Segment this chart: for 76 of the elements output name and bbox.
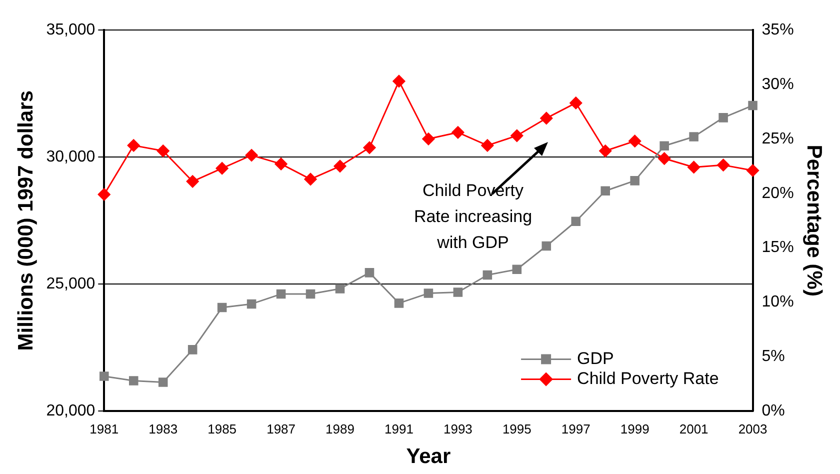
point: [628, 134, 642, 148]
point: [571, 216, 581, 226]
point: [718, 113, 728, 122]
x-axis-title: Year: [406, 445, 451, 468]
x-tick-label: 1997: [561, 422, 590, 437]
point: [276, 289, 286, 299]
point: [660, 141, 669, 151]
point: [746, 164, 760, 177]
x-tick-label: 1999: [620, 422, 650, 437]
x-tick-label: 1989: [326, 422, 354, 437]
point: [542, 241, 552, 251]
x-tick-label: 1995: [502, 422, 532, 437]
point: [717, 158, 730, 172]
point: [510, 129, 524, 142]
annotation: Child Poverty Rate increasing with GDP: [412, 180, 534, 254]
x-tick-label: 1987: [266, 422, 296, 437]
x-tick-label: 2001: [679, 422, 708, 437]
point: [188, 345, 198, 354]
point: [128, 376, 138, 386]
y-tick-label: 35,000: [46, 21, 96, 38]
y2-tick-label: 20%: [762, 184, 794, 202]
y-tick-label: 25,000: [46, 276, 96, 293]
point: [246, 299, 256, 309]
y2-tick-label: 0%: [762, 402, 785, 420]
y-axis-title: Millions (000) 1997 dollars: [14, 90, 38, 351]
y-tick-label: 30,000: [46, 148, 96, 166]
point: [748, 100, 758, 110]
point: [335, 284, 345, 294]
point: [482, 270, 492, 280]
point: [453, 288, 463, 297]
point: [245, 149, 258, 162]
point: [599, 144, 612, 158]
y2-axis-title: Percentage (%): [802, 144, 826, 296]
y2-tick-label: 25%: [762, 130, 794, 148]
point: [481, 139, 494, 152]
x-tick-label: 1993: [443, 422, 472, 437]
point: [304, 172, 317, 186]
point: [100, 372, 109, 381]
point: [394, 298, 404, 308]
point: [186, 175, 199, 188]
point: [334, 160, 346, 172]
point: [127, 139, 140, 152]
y-tick-label: 20,000: [46, 402, 96, 420]
point: [630, 176, 640, 186]
point: [392, 74, 406, 88]
legend-label: Child Poverty Rate: [577, 368, 719, 388]
y2-tick-label: 10%: [762, 294, 794, 311]
x-tick-label: 1983: [148, 422, 178, 437]
point: [158, 378, 168, 387]
x-tick-label: 1991: [384, 422, 414, 437]
x-tick-label: 1981: [90, 422, 119, 437]
point: [422, 132, 435, 146]
point: [216, 162, 228, 175]
point: [688, 160, 700, 174]
point: [217, 302, 227, 312]
x-tick-label: 1985: [208, 422, 237, 437]
point: [274, 158, 288, 170]
x-tick-label: 2003: [738, 422, 768, 437]
point: [364, 268, 374, 278]
point: [689, 132, 698, 142]
point: [306, 289, 316, 299]
y2-tick-label: 15%: [762, 239, 794, 256]
y2-tick-label: 35%: [762, 21, 794, 38]
point: [452, 126, 464, 139]
point: [98, 188, 110, 201]
point: [570, 96, 582, 110]
point: [363, 141, 376, 154]
point: [540, 112, 553, 124]
point: [512, 264, 522, 274]
legend-label: GDP: [577, 348, 614, 368]
point: [658, 152, 671, 165]
point: [424, 288, 434, 298]
point: [156, 144, 170, 158]
y2-tick-label: 30%: [762, 76, 794, 93]
y2-tick-label: 5%: [762, 348, 785, 366]
point: [600, 186, 610, 196]
